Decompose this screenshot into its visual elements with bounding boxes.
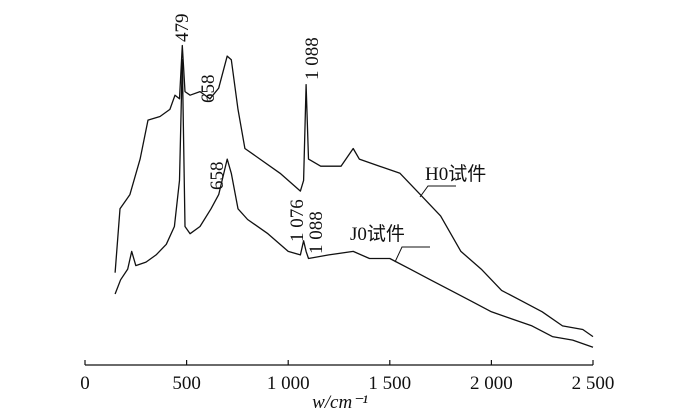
x-tick-label: 2 500 [572,373,615,394]
x-tick-label: 1 500 [368,373,411,394]
spectrum-line [114,44,594,338]
peak-label: 1 088 [306,211,327,254]
x-axis-label: w/cm⁻¹ [312,392,368,413]
peak-label: 1 076 [287,199,308,242]
peak-label: 1 088 [302,37,323,80]
legend-label: J0试件 [350,223,405,245]
peak-label: 658 [198,75,219,104]
peak-label: 658 [207,162,228,191]
x-tick-label: 2 000 [470,373,513,394]
callout-line [419,185,456,198]
x-tick-label: 1 000 [267,373,310,394]
spectrum-line [114,59,594,348]
x-tick-label: 0 [80,373,90,394]
legend-label: H0试件 [425,163,486,185]
x-tick-label: 500 [172,373,201,394]
peak-label: 479 [172,14,193,43]
callout-line [394,246,430,263]
